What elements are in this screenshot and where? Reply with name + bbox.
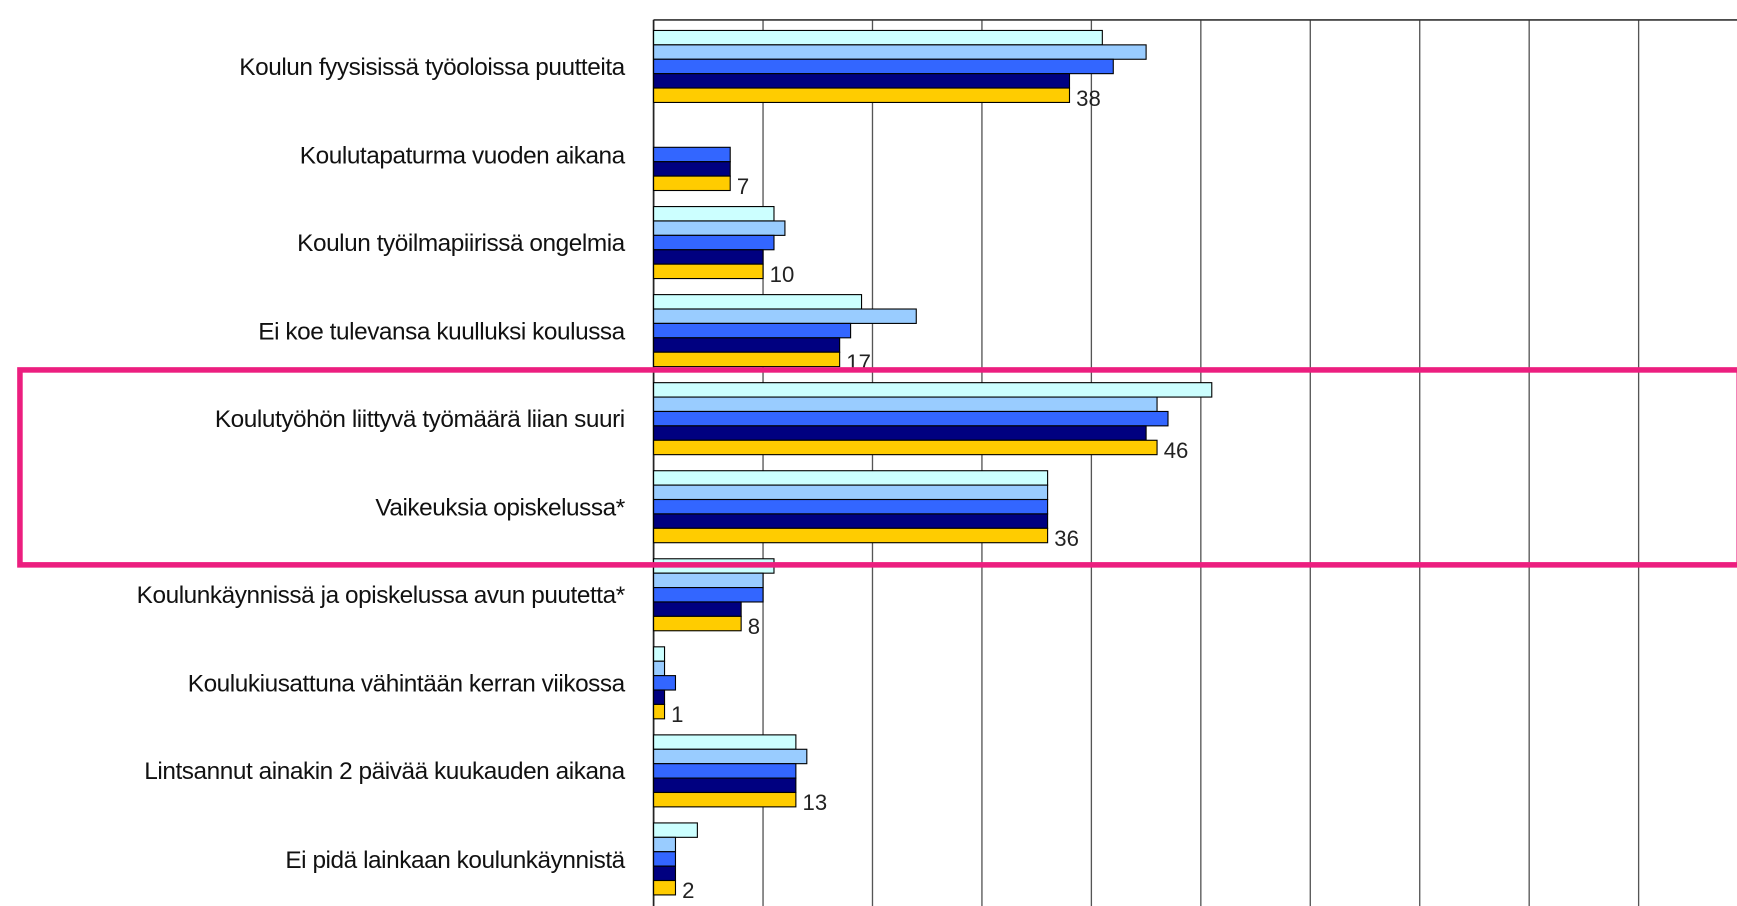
value-label: 13 <box>803 790 828 815</box>
bar <box>653 675 677 691</box>
category-label: Koulutapaturma vuoden aikana <box>299 140 625 169</box>
bar <box>653 763 797 779</box>
bar <box>653 748 808 765</box>
bar <box>653 513 1049 529</box>
bar <box>653 337 841 353</box>
bar <box>653 294 863 310</box>
bar <box>653 146 731 163</box>
bar <box>653 351 841 368</box>
bar <box>653 660 666 677</box>
bar <box>653 87 1071 104</box>
category-label: Lintsannut ainakin 2 päivää kuukauden ai… <box>144 757 625 785</box>
value-label: 46 <box>1164 438 1189 463</box>
bar <box>653 851 677 867</box>
bar <box>653 206 775 222</box>
value-label: 7 <box>737 174 749 199</box>
category-label: Ei koe tulevansa kuulluksi koulussa <box>258 316 625 345</box>
bar <box>653 29 1103 46</box>
bar <box>653 44 1147 60</box>
bar <box>653 601 742 617</box>
category-label: Koulun fyysisissä työoloissa puutteita <box>239 52 625 81</box>
bar <box>653 689 666 705</box>
highlight-box <box>17 367 1737 568</box>
bar <box>653 396 1158 413</box>
bar <box>653 175 731 192</box>
bar <box>653 615 742 632</box>
bar <box>653 822 698 838</box>
bar <box>653 527 1049 544</box>
bar <box>653 439 1158 456</box>
bar <box>653 263 764 280</box>
bar <box>653 646 666 662</box>
value-label: 10 <box>770 262 795 287</box>
bar <box>653 161 731 177</box>
category-label: Vaikeuksia opiskelussa* <box>375 492 625 521</box>
bar <box>653 703 666 720</box>
bar <box>653 484 1049 501</box>
bar <box>653 58 1114 75</box>
bar <box>653 587 764 603</box>
bar <box>653 470 1049 486</box>
bar <box>653 410 1169 427</box>
bar <box>653 879 677 896</box>
bar <box>653 220 786 236</box>
bar <box>653 836 677 853</box>
category-label: Koulutyöhön liittyvä työmäärä liian suur… <box>214 404 625 433</box>
value-label: 2 <box>682 878 694 903</box>
value-label: 36 <box>1054 526 1079 551</box>
category-label: Ei pidä lainkaan koulunkäynnistä <box>285 845 625 873</box>
bar <box>653 382 1213 398</box>
bar <box>653 73 1071 89</box>
value-label: 38 <box>1076 86 1101 111</box>
category-label: Koulukiusattuna vähintään kerran viikoss… <box>187 668 625 697</box>
bar <box>653 322 852 339</box>
bar <box>653 777 797 794</box>
bar <box>653 734 797 750</box>
bar <box>653 308 917 324</box>
category-label: Koulunkäynnissä ja opiskelussa avun puut… <box>136 580 626 609</box>
bar <box>653 249 764 265</box>
value-label: 1 <box>671 702 683 727</box>
bar <box>653 234 775 251</box>
bar <box>653 791 797 808</box>
bar <box>653 572 764 589</box>
category-label: Koulun työilmapiirissä ongelmia <box>297 228 625 257</box>
bar <box>653 498 1049 515</box>
value-label: 8 <box>748 614 760 639</box>
bar <box>653 865 677 882</box>
bar <box>653 425 1147 441</box>
